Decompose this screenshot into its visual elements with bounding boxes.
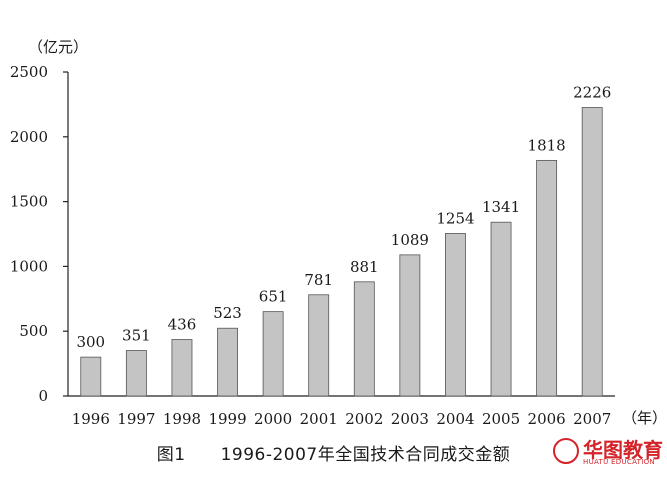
bar-2005: [490, 221, 512, 397]
bar-1997: [125, 350, 147, 397]
data-label-2004: 1254: [436, 209, 474, 227]
y-tick-label: 500: [19, 322, 48, 340]
y-axis-unit-label: （亿元）: [28, 38, 88, 56]
x-tick-label: 1996: [72, 410, 110, 428]
x-tick-label: 2004: [436, 410, 474, 428]
bar-2007: [581, 107, 603, 397]
y-tick-label: 0: [38, 387, 48, 405]
bar-2001: [308, 294, 330, 397]
data-label-1998: 436: [168, 315, 197, 333]
data-label-1996: 300: [76, 333, 105, 351]
data-label-2005: 1341: [482, 198, 520, 216]
bar-1996: [80, 356, 102, 397]
data-label-2007: 2226: [573, 84, 611, 102]
bars-group: 300 351 436 523 651 781 881 1089 1254 1341 1818 222…: [76, 84, 611, 397]
data-label-1999: 523: [213, 304, 242, 322]
data-label-2001: 781: [304, 271, 333, 289]
y-tick-label: 1500: [10, 193, 48, 211]
bar-2000: [262, 311, 284, 397]
bar-2003: [399, 254, 421, 397]
x-tick-label: 2007: [573, 410, 611, 428]
y-tick-label: 2000: [10, 128, 48, 146]
y-tick-label: 1000: [10, 257, 48, 275]
x-tick-label: 2003: [391, 410, 429, 428]
x-tick-label: 2005: [482, 410, 520, 428]
data-label-1997: 351: [122, 327, 151, 345]
x-tick-label: 1998: [163, 410, 201, 428]
x-tick-label: 2006: [528, 410, 566, 428]
x-axis-labels: 1996 1997 1998 1999 2000 2001 2002 2003 2004 2005…: [72, 410, 612, 428]
logo-text: 华图教育: [583, 438, 663, 462]
data-label-2002: 881: [350, 258, 379, 276]
y-axis-ticks: 0 500 1000 1500 2000 2500: [10, 63, 68, 405]
bar-chart: （亿元） 0 500 1000 1500 2000 2500 300 351 436 523 65…: [10, 38, 667, 428]
x-axis-unit-label: （年）: [622, 409, 667, 427]
data-label-2000: 651: [259, 288, 288, 306]
y-tick-label: 2500: [10, 63, 48, 81]
x-tick-label: 2001: [300, 410, 338, 428]
bar-2004: [445, 233, 466, 397]
bar-1999: [217, 327, 238, 397]
logo-subtext: HUATU EDUCATION: [583, 458, 655, 466]
data-label-2003: 1089: [391, 231, 429, 249]
x-tick-label: 1999: [208, 410, 246, 428]
x-tick-label: 2000: [254, 410, 292, 428]
x-tick-label: 2002: [345, 410, 383, 428]
logo-mark-icon: [553, 438, 579, 464]
bar-2006: [536, 159, 558, 397]
bar-1998: [171, 339, 193, 397]
x-tick-label: 1997: [117, 410, 155, 428]
figure-caption: 图1 1996-2007年全国技术合同成交金额: [156, 445, 511, 465]
huatu-logo: 华图教育 HUATU EDUCATION: [553, 434, 663, 474]
bar-2002: [353, 281, 375, 397]
data-label-2006: 1818: [528, 136, 566, 154]
